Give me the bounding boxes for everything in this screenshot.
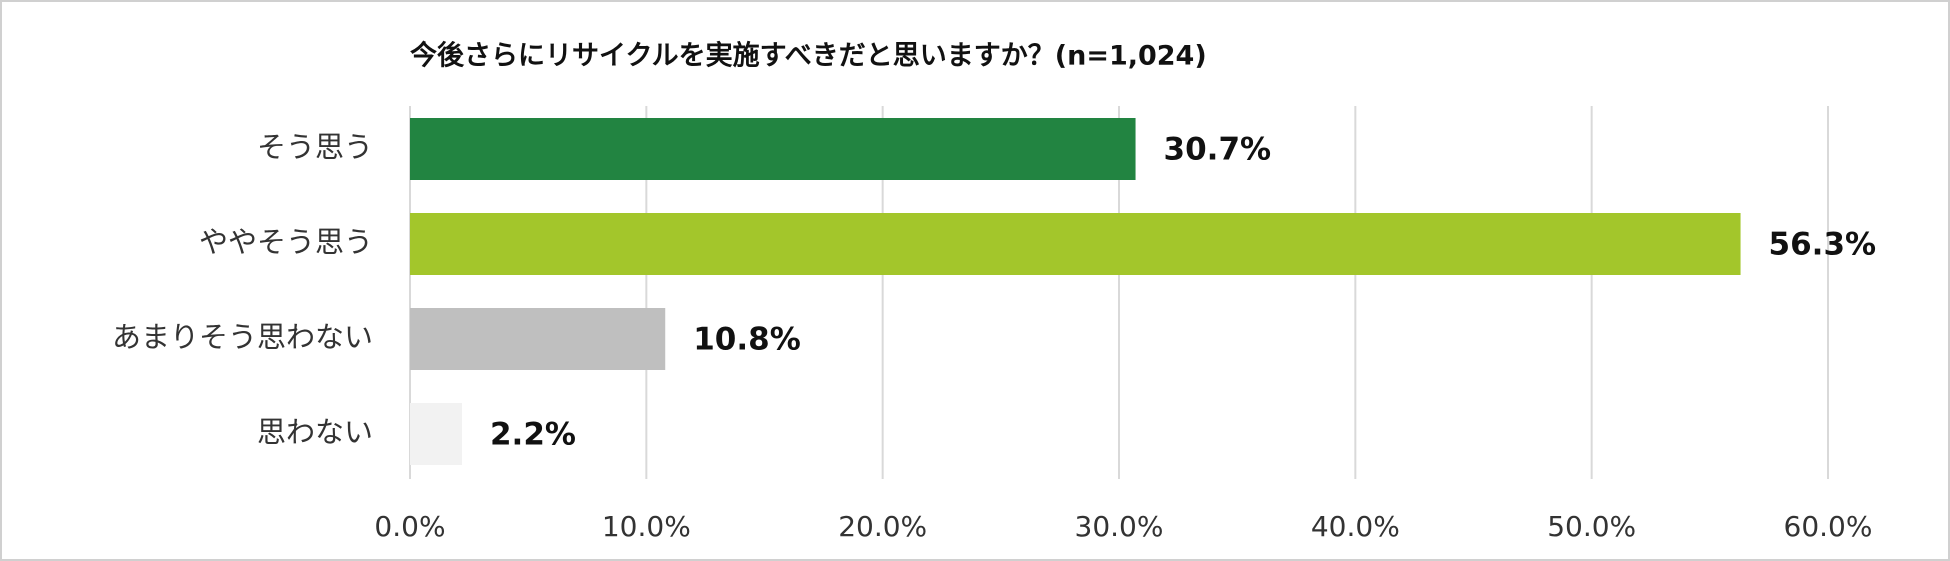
value-label: 30.7% [1164,132,1272,168]
y-tick-label: そう思う [257,130,373,164]
bar [410,213,1741,275]
y-tick-label: 思わない [257,415,373,449]
x-tick-label: 10.0% [602,510,691,543]
y-tick-label: あまりそう思わない [112,320,373,354]
x-tick-label: 30.0% [1075,510,1164,543]
x-tick-label: 40.0% [1311,510,1400,543]
bar [410,308,666,370]
value-label: 56.3% [1769,227,1877,263]
bar [410,118,1136,180]
x-tick-label: 20.0% [838,510,927,543]
x-tick-label: 50.0% [1547,510,1636,543]
value-label: 2.2% [490,417,576,453]
value-label: 10.8% [693,322,801,358]
bar [410,403,462,465]
y-tick-label: ややそう思う [199,225,373,259]
chart-title: 今後さらにリサイクルを実施すべきだと思いますか？(n=1,024) [410,40,1207,72]
x-tick-label: 60.0% [1784,510,1873,543]
x-tick-label: 0.0% [374,510,445,543]
